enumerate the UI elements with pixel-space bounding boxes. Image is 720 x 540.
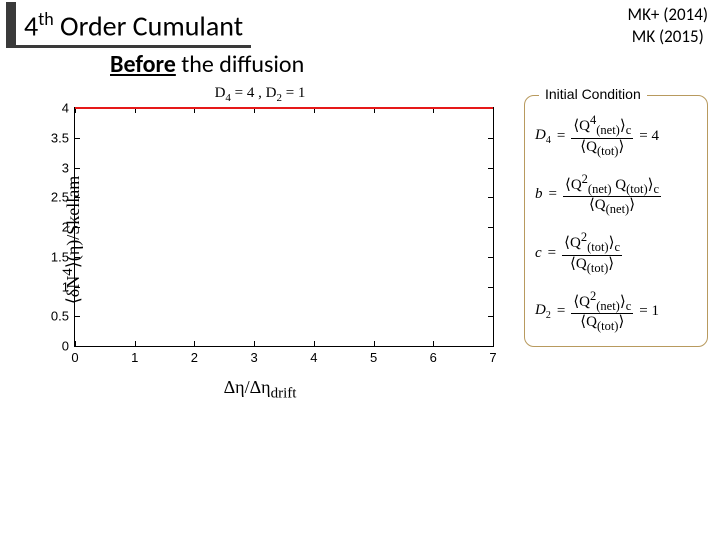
- equals-sign: =: [557, 128, 565, 145]
- ic-denominator: ⟨Q(tot)⟩: [568, 256, 616, 276]
- ic-equation: b = ⟨Q2(net) Q(tot)⟩c⟨Q(net)⟩: [535, 173, 697, 218]
- chart-ytick-mark: [488, 168, 493, 169]
- citation-block: MK+ (2014) MK (2015): [628, 4, 708, 48]
- chart-ytick-mark: [75, 168, 80, 169]
- chart-ytick-mark: [488, 316, 493, 317]
- chart-xtick-mark: [135, 341, 136, 346]
- ic-numerator: ⟨Q4(net)⟩c: [571, 114, 633, 139]
- chart-ytick-mark: [75, 138, 80, 139]
- chart-xtick-label: 6: [430, 346, 437, 365]
- ic-numerator: ⟨Q2(net)⟩c: [571, 290, 633, 315]
- chart-xtick-mark: [75, 341, 76, 346]
- chart-ytick-label: 1: [62, 279, 75, 294]
- title-rest: Order Cumulant: [54, 8, 243, 43]
- chart-xtick-label: 5: [370, 346, 377, 365]
- chart-ytick-label: 0.5: [51, 309, 75, 324]
- ic-equation: D4 = ⟨Q4(net)⟩c⟨Q(tot)⟩ = 4: [535, 114, 697, 159]
- ic-lhs: b: [535, 186, 543, 203]
- equals-sign: =: [548, 245, 556, 262]
- ic-fraction: ⟨Q2(tot)⟩c⟨Q(tot)⟩: [562, 231, 622, 276]
- ic-fraction: ⟨Q2(net) Q(tot)⟩c⟨Q(net)⟩: [563, 173, 661, 218]
- chart-xtick-label: 1: [131, 346, 138, 365]
- ic-rows: D4=⟨Q4(net)⟩c⟨Q(tot)⟩ = 4b=⟨Q2(net) Q(to…: [535, 114, 697, 334]
- ic-fraction: ⟨Q2(net)⟩c⟨Q(tot)⟩: [571, 290, 633, 335]
- ic-legend: Initial Condition: [539, 86, 647, 102]
- equals-sign: =: [557, 303, 565, 320]
- chart-xtick-mark: [194, 341, 195, 346]
- chart-xtick-label: 0: [71, 346, 78, 365]
- ic-denominator: ⟨Q(tot)⟩: [578, 139, 626, 159]
- chart-ytick-mark: [488, 257, 493, 258]
- chart-xtick-mark: [493, 341, 494, 346]
- chart-plot-area: 00.511.522.533.5401234567: [74, 107, 494, 347]
- ic-equation: D2 = ⟨Q2(net)⟩c⟨Q(tot)⟩ = 1: [535, 290, 697, 335]
- chart-ytick-mark: [488, 138, 493, 139]
- chart-ytick-mark: [75, 287, 80, 288]
- chart-title: D4 = 4 , D2 = 1: [10, 85, 510, 104]
- chart-ytick-label: 1.5: [51, 249, 75, 264]
- chart-ytick-label: 2.5: [51, 190, 75, 205]
- chart-ytick-label: 4: [62, 101, 75, 116]
- citation-line: MK+ (2014): [628, 4, 708, 26]
- title-sup: th: [38, 8, 54, 30]
- chart-xtick-mark: [314, 341, 315, 346]
- chart-ytick-mark: [75, 257, 80, 258]
- subheading: Before the diffusion: [110, 50, 304, 79]
- slide-title: 4th Order Cumulant: [6, 2, 251, 48]
- chart-xtick-mark: [493, 108, 494, 113]
- chart-ytick-mark: [75, 316, 80, 317]
- chart-ytick-label: 3.5: [51, 130, 75, 145]
- chart-ytick-label: 3: [62, 160, 75, 175]
- ic-numerator: ⟨Q2(tot)⟩c: [562, 231, 622, 256]
- initial-condition-box: Initial Condition D4=⟨Q4(net)⟩c⟨Q(tot)⟩ …: [524, 95, 708, 347]
- ic-tail: = 4: [639, 128, 659, 145]
- ic-fraction: ⟨Q4(net)⟩c⟨Q(tot)⟩: [571, 114, 633, 159]
- equals-sign: =: [549, 186, 557, 203]
- subhead-rest: the diffusion: [176, 50, 304, 79]
- subhead-bold: Before: [110, 50, 176, 79]
- slide-root: 4th Order Cumulant MK+ (2014) MK (2015) …: [0, 0, 720, 540]
- ic-lhs: D4: [535, 127, 551, 146]
- chart-ytick-mark: [488, 287, 493, 288]
- chart: D4 = 4 , D2 = 1 ⟨δN4⟩(η)/Skellam 00.511.…: [10, 85, 510, 395]
- chart-xtick-label: 4: [310, 346, 317, 365]
- chart-xtick-label: 2: [191, 346, 198, 365]
- ic-numerator: ⟨Q2(net) Q(tot)⟩c: [563, 173, 661, 198]
- chart-xtick-label: 3: [251, 346, 258, 365]
- chart-xtick-label: 7: [489, 346, 496, 365]
- chart-ytick-mark: [75, 197, 80, 198]
- chart-ytick-mark: [488, 197, 493, 198]
- ic-denominator: ⟨Q(tot)⟩: [578, 314, 626, 334]
- ic-lhs: c: [535, 245, 542, 262]
- chart-ytick-mark: [488, 227, 493, 228]
- chart-xtick-mark: [374, 341, 375, 346]
- ic-equation: c = ⟨Q2(tot)⟩c⟨Q(tot)⟩: [535, 231, 697, 276]
- title-pre: 4: [24, 8, 38, 43]
- ic-tail: = 1: [639, 303, 659, 320]
- citation-line: MK (2015): [628, 26, 708, 48]
- chart-ytick-label: 2: [62, 220, 75, 235]
- chart-xtick-mark: [254, 341, 255, 346]
- chart-series-line: [75, 107, 493, 109]
- chart-xlabel: Δη/Δηdrift: [10, 377, 510, 403]
- chart-xtick-mark: [433, 341, 434, 346]
- ic-lhs: D2: [535, 302, 551, 321]
- chart-ytick-mark: [75, 227, 80, 228]
- ic-denominator: ⟨Q(net)⟩: [587, 197, 637, 217]
